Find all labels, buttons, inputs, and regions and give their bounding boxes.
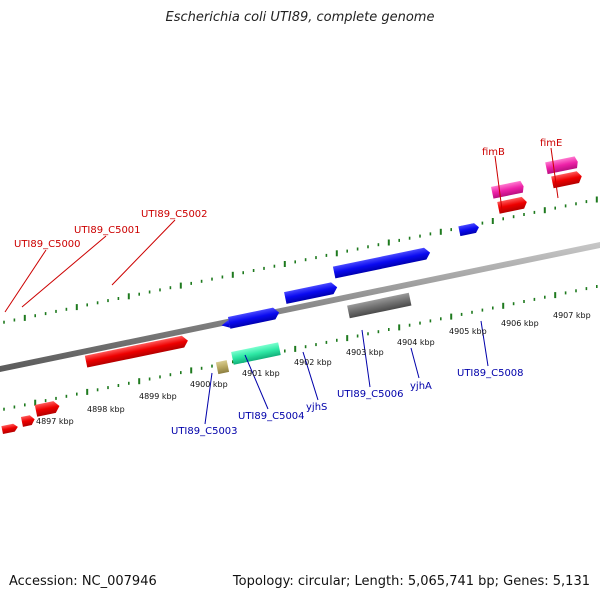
gene-arrow-red bbox=[20, 415, 35, 427]
leader-lines-lower bbox=[204, 320, 489, 425]
gene-arrow-red-fimB bbox=[497, 196, 527, 214]
gene-label-UTI89_C5002: UTI89_C5002 bbox=[141, 209, 208, 220]
gene-box-pink-fimE bbox=[545, 156, 578, 175]
gene-arrow-red bbox=[1, 423, 18, 435]
tick-track-upper bbox=[3, 196, 598, 324]
reverse-strand-features bbox=[215, 292, 412, 375]
gene-arrow-red bbox=[34, 401, 60, 417]
forward-strand-features bbox=[1, 156, 582, 435]
gene-box-pink-fimB bbox=[491, 180, 524, 199]
gene-arrow-blue-small bbox=[221, 319, 231, 328]
kbp-label: 4903 kbp bbox=[346, 348, 384, 357]
gene-arrow-blue-large bbox=[332, 247, 431, 279]
gene-label-fimB: fimB bbox=[482, 147, 505, 158]
gene-box-teal bbox=[231, 342, 281, 365]
gene-arrow-blue-small bbox=[458, 223, 479, 237]
kbp-label: 4901 kbp bbox=[242, 369, 280, 378]
gene-label-yjhS: yjhS bbox=[306, 402, 327, 413]
genome-summary-text: Topology: circular; Length: 5,065,741 bp… bbox=[232, 574, 590, 589]
gene-label-fimE: fimE bbox=[540, 138, 562, 149]
gene-label-UTI89_C5004: UTI89_C5004 bbox=[238, 411, 305, 422]
kbp-label: 4907 kbp bbox=[553, 311, 591, 320]
kbp-label: 4904 kbp bbox=[397, 338, 435, 347]
gene-arrow-red-large bbox=[84, 335, 188, 368]
gene-label-UTI89_C5006: UTI89_C5006 bbox=[337, 389, 404, 400]
gene-arrow-red-fimE bbox=[551, 171, 582, 189]
gene-box-grey bbox=[347, 292, 412, 319]
genome-backbone bbox=[0, 242, 600, 372]
leader-lines-upper bbox=[4, 147, 559, 313]
kbp-label: 4897 kbp bbox=[36, 417, 74, 426]
gene-box-khaki bbox=[215, 360, 230, 375]
gene-label-UTI89_C5008: UTI89_C5008 bbox=[457, 368, 524, 379]
kbp-label: 4905 kbp bbox=[449, 327, 487, 336]
accession-text: Accession: NC_007946 bbox=[9, 574, 157, 589]
gene-label-UTI89_C5000: UTI89_C5000 bbox=[14, 239, 81, 250]
gene-label-UTI89_C5003: UTI89_C5003 bbox=[171, 426, 238, 437]
map-title: Escherichia coli UTI89, complete genome bbox=[165, 10, 435, 25]
gene-label-UTI89_C5001: UTI89_C5001 bbox=[74, 225, 141, 236]
kbp-label: 4900 kbp bbox=[190, 380, 228, 389]
kbp-label: 4906 kbp bbox=[501, 319, 539, 328]
kbp-label: 4899 kbp bbox=[139, 392, 177, 401]
gene-label-yjhA: yjhA bbox=[410, 381, 432, 392]
gene-arrow-blue bbox=[284, 282, 338, 304]
gene-arrow-blue bbox=[227, 307, 280, 329]
kbp-label: 4898 kbp bbox=[87, 405, 125, 414]
kbp-label: 4902 kbp bbox=[294, 358, 332, 367]
